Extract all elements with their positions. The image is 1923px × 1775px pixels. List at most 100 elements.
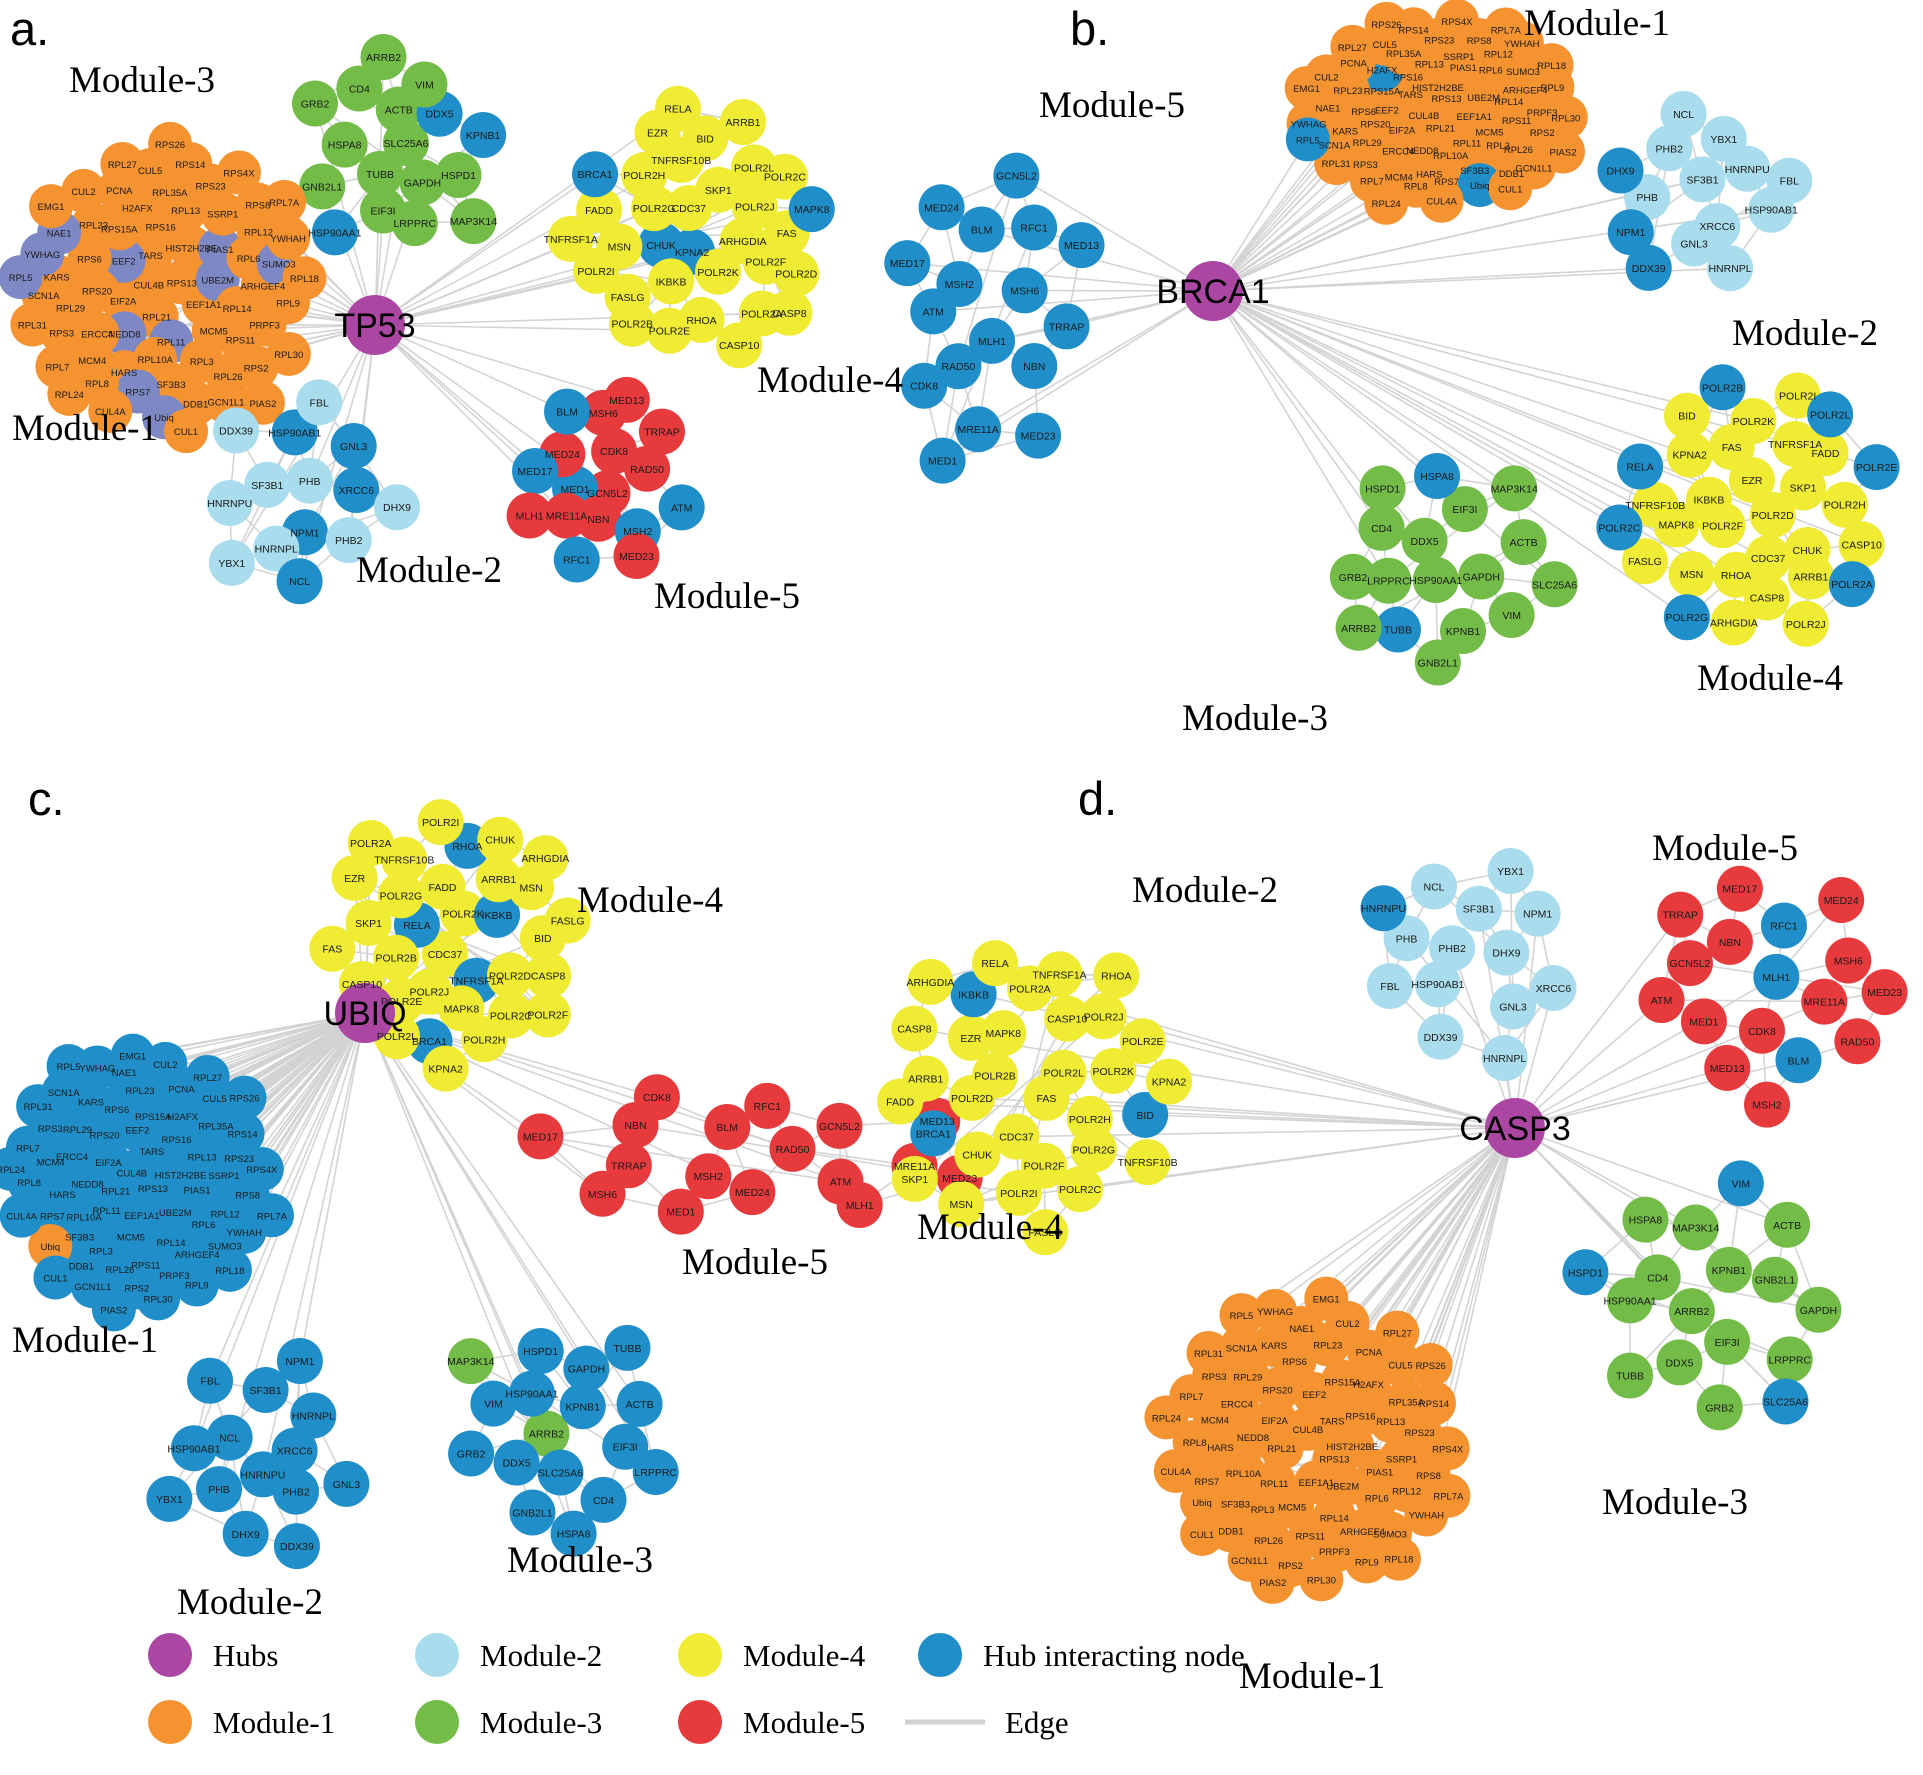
node-b-CUL4A[interactable]	[1419, 178, 1464, 223]
node-a-NCL[interactable]	[276, 558, 323, 605]
node-d-FADD[interactable]	[877, 1078, 924, 1125]
node-a-RPL31[interactable]	[10, 302, 55, 347]
node-a-MED17[interactable]	[512, 448, 559, 495]
node-a-TNFRSF1A[interactable]	[547, 215, 594, 262]
node-b-FASLG[interactable]	[1621, 538, 1668, 585]
node-d-ACTB[interactable]	[1764, 1201, 1811, 1248]
node-d-MED1[interactable]	[1680, 998, 1727, 1045]
node-d-RAD50[interactable]	[1834, 1018, 1881, 1065]
node-b-RPL5[interactable]	[1285, 117, 1330, 162]
node-a-DDX39[interactable]	[213, 407, 260, 454]
node-a-MAPK8[interactable]	[788, 186, 835, 233]
node-a-HNRNPL[interactable]	[253, 525, 300, 572]
node-a-PIAS2[interactable]	[240, 380, 285, 425]
node-d-GNB2L1[interactable]	[1751, 1256, 1798, 1303]
node-b-SLC25A6[interactable]	[1531, 561, 1578, 608]
node-d-SCN1A[interactable]	[1219, 1325, 1264, 1370]
node-a-TRRAP[interactable]	[638, 408, 685, 455]
node-a-YWHAH[interactable]	[266, 215, 311, 260]
node-b-CASP10[interactable]	[1838, 521, 1885, 568]
node-c-HSPD1[interactable]	[517, 1327, 564, 1374]
node-a-EMG1[interactable]	[28, 184, 73, 229]
node-c-EMG1[interactable]	[110, 1033, 155, 1078]
node-c-RPL31[interactable]	[16, 1084, 61, 1129]
node-c-SF3B1[interactable]	[242, 1366, 289, 1413]
node-a-SF3B1[interactable]	[244, 461, 291, 508]
node-b-RPL7A[interactable]	[1483, 7, 1528, 52]
node-c-RPL30[interactable]	[136, 1276, 181, 1321]
node-c-MED24[interactable]	[729, 1169, 776, 1216]
node-b-IKBKB[interactable]	[1685, 476, 1732, 523]
node-d-RPL7A[interactable]	[1426, 1473, 1471, 1518]
node-b-POLR2B[interactable]	[1699, 364, 1746, 411]
node-c-POLR2B[interactable]	[373, 934, 420, 981]
node-c-KPNB1[interactable]	[559, 1383, 606, 1430]
node-d-HSPA8[interactable]	[1622, 1196, 1669, 1243]
node-c-RPL18[interactable]	[207, 1247, 252, 1292]
node-b-MED17[interactable]	[884, 240, 931, 287]
hub-node-TP53[interactable]	[345, 295, 405, 355]
node-d-RPL5[interactable]	[1219, 1293, 1264, 1338]
node-c-RPS4X[interactable]	[239, 1147, 284, 1192]
node-d-POLR2C[interactable]	[1057, 1166, 1104, 1213]
node-b-EIF3I[interactable]	[1441, 486, 1488, 533]
node-c-POLR2I[interactable]	[417, 799, 464, 846]
node-c-MSH6[interactable]	[579, 1170, 626, 1217]
node-b-MLH1[interactable]	[969, 317, 1016, 364]
node-c-EZR[interactable]	[331, 854, 378, 901]
node-c-HSPA8[interactable]	[550, 1510, 597, 1557]
hub-node-UBIQ[interactable]	[335, 983, 395, 1043]
node-d-TRRAP[interactable]	[1657, 891, 1704, 938]
node-d-POLR2L[interactable]	[1040, 1049, 1087, 1096]
node-d-Ubiq[interactable]	[1179, 1480, 1224, 1525]
node-d-RPL9[interactable]	[1344, 1539, 1389, 1584]
node-c-CDC37[interactable]	[421, 931, 468, 978]
node-b-KPNB1[interactable]	[1440, 608, 1487, 655]
node-d-PHB2[interactable]	[1429, 925, 1476, 972]
node-a-GRB2[interactable]	[291, 80, 338, 127]
node-a-MLH1[interactable]	[506, 492, 553, 539]
node-d-POLR2K[interactable]	[1090, 1048, 1137, 1095]
node-a-YBX1[interactable]	[208, 539, 255, 586]
node-d-POLR2D[interactable]	[949, 1074, 996, 1121]
node-c-SLC25A6[interactable]	[537, 1449, 584, 1496]
node-d-HSP90AA1[interactable]	[1607, 1277, 1654, 1324]
node-a-GNL3[interactable]	[330, 423, 377, 470]
node-c-PIAS2[interactable]	[91, 1287, 136, 1332]
node-c-RPL27[interactable]	[185, 1054, 230, 1099]
node-b-HSPD1[interactable]	[1359, 465, 1406, 512]
node-a-GAPDH[interactable]	[399, 159, 446, 206]
node-a-MED13[interactable]	[603, 376, 650, 423]
node-a-POLR2E[interactable]	[646, 307, 693, 354]
node-d-SLC25A6[interactable]	[1762, 1378, 1809, 1425]
node-c-FBL[interactable]	[187, 1357, 234, 1404]
node-c-RPS14[interactable]	[220, 1111, 265, 1156]
node-d-VIM[interactable]	[1717, 1160, 1764, 1207]
node-b-PIAS2[interactable]	[1541, 129, 1586, 174]
node-a-TUBB[interactable]	[357, 150, 404, 197]
node-d-MED24[interactable]	[1818, 877, 1865, 924]
node-c-POLR2A[interactable]	[347, 820, 394, 867]
node-b-POLR2A[interactable]	[1828, 561, 1875, 608]
node-a-VIM[interactable]	[401, 61, 448, 108]
node-d-KPNA2[interactable]	[1146, 1058, 1193, 1105]
node-b-YBX1[interactable]	[1700, 115, 1747, 162]
node-d-BRCA1[interactable]	[910, 1110, 957, 1157]
node-d-YBX1[interactable]	[1487, 848, 1534, 895]
node-d-RPL18[interactable]	[1376, 1536, 1421, 1581]
node-d-MSH6[interactable]	[1825, 937, 1872, 984]
node-d-H2AFX[interactable]	[1346, 1362, 1391, 1407]
node-a-RPL23[interactable]	[71, 202, 116, 247]
node-b-RPL30[interactable]	[1543, 95, 1588, 140]
node-d-CASP10[interactable]	[1044, 995, 1091, 1042]
node-b-POLR2D[interactable]	[1749, 491, 1796, 538]
node-d-MSH2[interactable]	[1744, 1081, 1791, 1128]
node-d-RPS26[interactable]	[1408, 1343, 1453, 1388]
node-a-FADD[interactable]	[576, 186, 623, 233]
node-a-POLR2H[interactable]	[621, 152, 668, 199]
node-b-MED13[interactable]	[1058, 222, 1105, 269]
node-b-BLM[interactable]	[958, 206, 1005, 253]
node-d-NPM1[interactable]	[1514, 890, 1561, 937]
node-c-MED1[interactable]	[657, 1188, 704, 1235]
node-d-KPNB1[interactable]	[1705, 1246, 1752, 1293]
